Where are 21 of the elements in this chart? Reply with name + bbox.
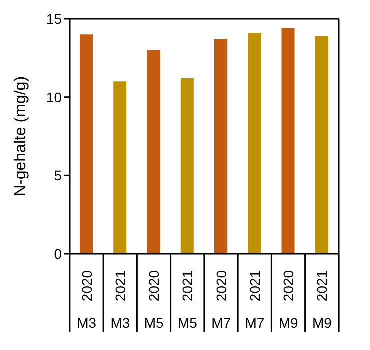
- bar: [282, 28, 295, 254]
- y-tick-label: 10: [46, 89, 62, 106]
- bar: [248, 33, 262, 254]
- y-axis-title: N-gehalte (mg/g): [12, 76, 30, 197]
- x-tick-label: 2021 M5: [178, 270, 198, 331]
- x-tick-label: 2021 M3: [110, 270, 130, 331]
- x-tick-label: 2020 M9: [278, 270, 298, 331]
- bar: [214, 39, 228, 254]
- y-tick-label: 0: [54, 246, 62, 262]
- bar: [80, 34, 93, 254]
- x-tick-label: 2020 M7: [212, 270, 232, 331]
- y-tick-label: 15: [46, 10, 62, 27]
- x-tick-label: 2021 M7: [245, 270, 265, 331]
- x-tick-label: 2020 M3: [77, 270, 97, 331]
- bar: [180, 78, 194, 254]
- bar: [147, 50, 160, 254]
- x-tick-label: 2021 M9: [312, 270, 332, 331]
- bar: [114, 82, 127, 254]
- bar: [315, 36, 328, 254]
- x-tick-label: 2020 M5: [144, 270, 164, 331]
- y-tick-label: 5: [54, 168, 62, 184]
